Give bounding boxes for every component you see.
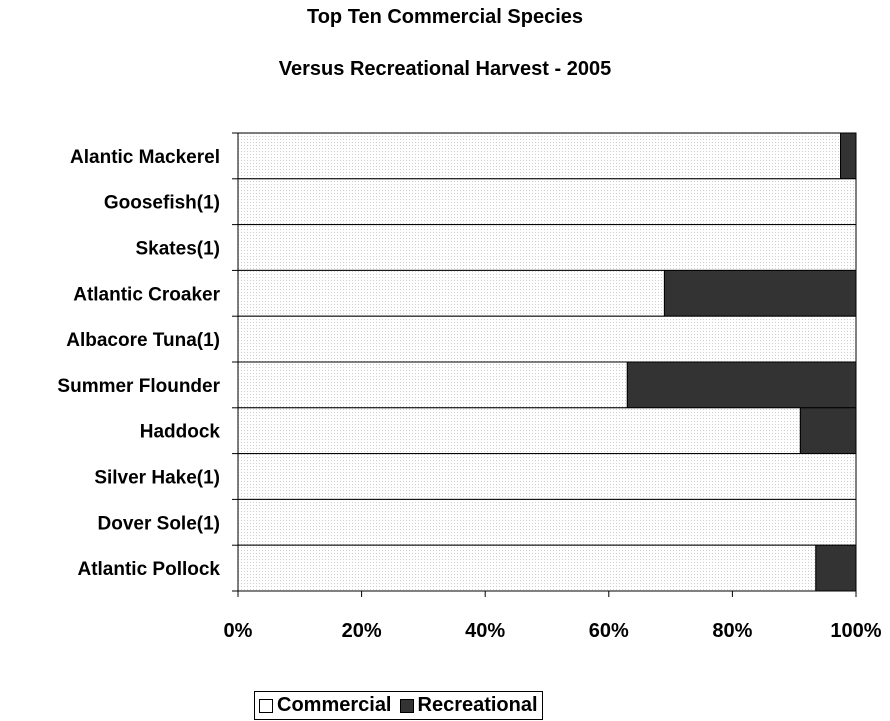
x-tick-label: 80% (712, 620, 752, 642)
category-label: Summer Flounder (57, 376, 220, 397)
legend-item-recreational: Recreational (399, 694, 538, 717)
category-label: Albacore Tuna(1) (66, 330, 220, 351)
bar-recreational-6 (799, 407, 857, 455)
bar-recreational-9 (815, 544, 857, 592)
bar-commercial-4 (237, 315, 857, 363)
category-label: Silver Hake(1) (94, 468, 220, 489)
chart-title: Top Ten Commercial Species (306, 6, 583, 28)
x-tick-label: 100% (830, 620, 881, 642)
bar-commercial-7 (237, 453, 857, 500)
legend-label-commercial: Commercial (277, 694, 392, 716)
bar-commercial-9 (237, 544, 817, 592)
bar-commercial-6 (237, 407, 801, 455)
category-label: Goosefish(1) (104, 193, 220, 214)
legend: Commercial Recreational (254, 691, 543, 720)
bar-commercial-0 (237, 132, 842, 180)
bar-commercial-8 (237, 498, 857, 546)
x-tick-label: 60% (589, 620, 629, 642)
category-label: Alantic Mackerel (70, 147, 220, 168)
bar-recreational-0 (840, 132, 857, 180)
bar-commercial-3 (237, 269, 665, 317)
legend-swatch-recreational (399, 698, 414, 713)
category-label: Skates(1) (136, 239, 221, 260)
legend-swatch-commercial (259, 698, 273, 713)
category-label: Atlantic Pollock (77, 559, 220, 580)
category-label: Haddock (140, 422, 221, 443)
bar-recreational-3 (663, 269, 857, 317)
bar-recreational-5 (626, 361, 857, 409)
x-tick-label: 40% (465, 620, 505, 642)
bar-commercial-1 (237, 178, 857, 226)
bars-group (237, 132, 857, 592)
legend-label-recreational: Recreational (417, 694, 538, 716)
category-label: Atlantic Croaker (73, 284, 220, 305)
bar-chart: Alantic Mackerel Goosefish(1) Skates(1) Atl… (57, 132, 882, 642)
bar-commercial-2 (237, 224, 857, 271)
x-axis: 0% 20% 40% 60% 80% 100% (224, 132, 882, 642)
x-tick-label: 0% (224, 620, 253, 642)
x-tick-label: 20% (342, 620, 382, 642)
category-labels: Alantic Mackerel Goosefish(1) Skates(1) Atl… (57, 147, 220, 580)
category-label: Dover Sole(1) (98, 513, 220, 534)
chart-subtitle: Versus Recreational Harvest - 2005 (278, 58, 612, 80)
bar-commercial-5 (237, 361, 628, 409)
legend-item-commercial: Commercial (259, 694, 392, 717)
